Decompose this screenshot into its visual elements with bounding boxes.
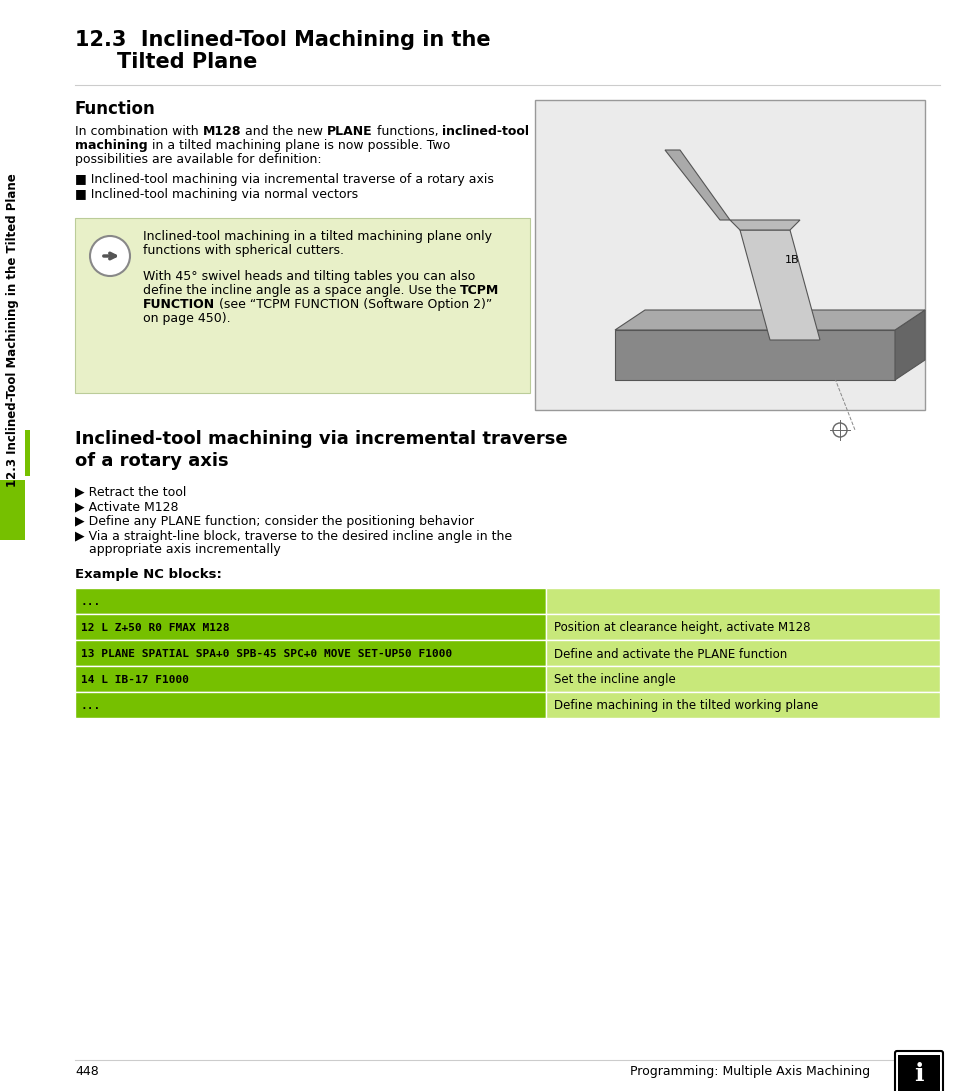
Text: ▶ Via a straight-line block, traverse to the desired incline angle in the: ▶ Via a straight-line block, traverse to… [75,530,512,543]
Bar [897,1055,939,1091]
Text: ■ Inclined-tool machining via normal vectors: ■ Inclined-tool machining via normal vec… [75,188,357,201]
Text: FUNCTION: FUNCTION [143,298,214,311]
Bar [75,588,545,614]
Text: ■ Inclined-tool machining via incremental traverse of a rotary axis: ■ Inclined-tool machining via incrementa… [75,173,494,185]
Text: Define and activate the PLANE function: Define and activate the PLANE function [554,647,786,660]
Text: on page 450).: on page 450). [143,312,231,325]
Text: Position at clearance height, activate M128: Position at clearance height, activate M… [554,622,810,635]
Text: In combination with: In combination with [75,125,202,137]
Text: Inclined-tool machining in a tilted machining plane only: Inclined-tool machining in a tilted mach… [143,230,492,243]
Text: define the incline angle as a space angle. Use the: define the incline angle as a space angl… [143,284,460,297]
Text: Define machining in the tilted working plane: Define machining in the tilted working p… [554,699,818,712]
Text: Tilted Plane: Tilted Plane [117,52,257,72]
Text: i: i [913,1062,923,1086]
FancyBboxPatch shape [894,1051,942,1091]
Bar [75,640,545,666]
Text: possibilities are available for definition:: possibilities are available for definiti… [75,153,321,166]
Bar [75,218,530,393]
Text: 448: 448 [75,1065,99,1078]
Text: 13 PLANE SPATIAL SPA+0 SPB-45 SPC+0 MOVE SET-UP50 F1000: 13 PLANE SPATIAL SPA+0 SPB-45 SPC+0 MOVE… [81,649,452,659]
Bar [75,666,545,692]
Text: Example NC blocks:: Example NC blocks: [75,568,222,582]
Bar [545,588,939,614]
Text: and the new: and the new [241,125,327,137]
Bar [535,100,924,410]
Bar [545,692,939,718]
Polygon shape [615,310,924,329]
Bar [545,666,939,692]
Bar [545,640,939,666]
Polygon shape [615,329,894,380]
Text: ▶ Activate M128: ▶ Activate M128 [75,500,178,513]
Bar [75,614,545,640]
Bar [545,614,939,640]
Text: functions,: functions, [373,125,442,137]
Text: M128: M128 [202,125,241,137]
Text: functions with spherical cutters.: functions with spherical cutters. [143,244,344,257]
Text: PLANE: PLANE [327,125,373,137]
Text: ▶ Define any PLANE function; consider the positioning behavior: ▶ Define any PLANE function; consider th… [75,515,474,528]
Text: Programming: Multiple Axis Machining: Programming: Multiple Axis Machining [629,1065,869,1078]
Text: machining: machining [75,139,148,152]
Text: inclined-tool: inclined-tool [442,125,529,137]
Text: 1B: 1B [784,255,799,265]
Bar [75,692,545,718]
Text: 12 L Z+50 R0 FMAX M128: 12 L Z+50 R0 FMAX M128 [81,623,230,633]
Bar [0,480,25,540]
Bar [25,430,30,476]
Text: in a tilted machining plane is now possible. Two: in a tilted machining plane is now possi… [148,139,450,152]
Text: Set the incline angle: Set the incline angle [554,673,675,686]
Text: With 45° swivel heads and tilting tables you can also: With 45° swivel heads and tilting tables… [143,269,475,283]
Circle shape [90,236,130,276]
Polygon shape [740,230,820,340]
Text: ...: ... [81,702,101,711]
Text: 14 L IB-17 F1000: 14 L IB-17 F1000 [81,675,189,685]
Text: Inclined-tool machining via incremental traverse: Inclined-tool machining via incremental … [75,430,567,448]
Text: ...: ... [81,597,101,607]
Polygon shape [894,310,924,380]
Polygon shape [729,220,800,230]
Text: Function: Function [75,100,155,118]
Text: 12.3  Inclined-Tool Machining in the: 12.3 Inclined-Tool Machining in the [75,29,490,50]
Text: 12.3 Inclined-Tool Machining in the Tilted Plane: 12.3 Inclined-Tool Machining in the Tilt… [6,173,19,487]
Text: ▶ Retract the tool: ▶ Retract the tool [75,485,186,497]
Text: of a rotary axis: of a rotary axis [75,452,229,470]
Text: appropriate axis incrementally: appropriate axis incrementally [89,543,280,556]
Polygon shape [664,149,729,220]
Text: TCPM: TCPM [460,284,499,297]
Text: (see “TCPM FUNCTION (Software Option 2)”: (see “TCPM FUNCTION (Software Option 2)” [214,298,492,311]
